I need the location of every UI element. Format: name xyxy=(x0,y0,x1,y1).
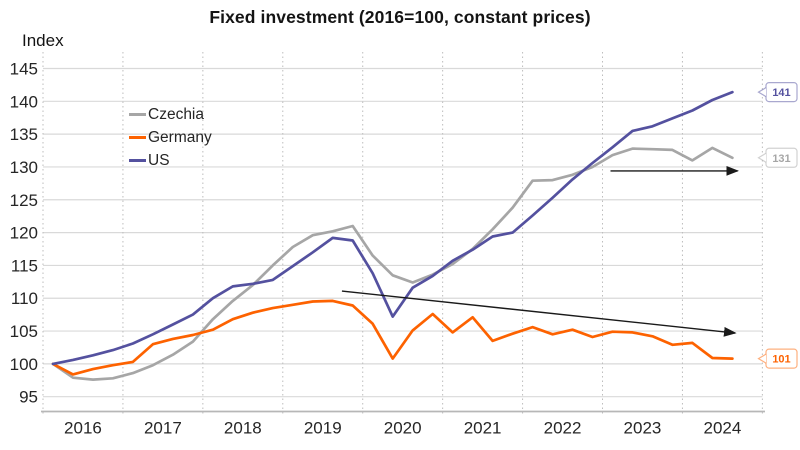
legend-item-czechia: Czechia xyxy=(129,103,212,126)
series-line-germany xyxy=(51,299,734,376)
legend-swatch-czechia xyxy=(129,113,146,116)
x-tick-label: 2021 xyxy=(464,419,502,438)
x-tick-label: 2017 xyxy=(144,419,182,438)
y-tick-label: 105 xyxy=(10,322,38,341)
x-tick-label: 2020 xyxy=(384,419,422,438)
x-tick-label: 2024 xyxy=(703,419,741,438)
end-label-text: 101 xyxy=(772,354,790,366)
chart-legend: Czechia Germany US xyxy=(129,103,212,172)
end-label-germany: 101 xyxy=(757,348,798,369)
legend-swatch-germany xyxy=(129,136,146,139)
x-tick-label: 2019 xyxy=(304,419,342,438)
legend-label: Germany xyxy=(148,128,212,146)
y-tick-label: 140 xyxy=(10,92,38,111)
y-tick-label: 95 xyxy=(19,388,38,407)
end-label-czechia: 131 xyxy=(757,147,798,168)
y-tick-label: 130 xyxy=(10,158,38,177)
y-tick-label: 135 xyxy=(10,125,38,144)
legend-label: US xyxy=(148,151,170,169)
legend-label: Czechia xyxy=(148,105,204,123)
y-tick-label: 100 xyxy=(10,355,38,374)
y-tick-label: 110 xyxy=(11,289,38,308)
y-axis-title: Index xyxy=(22,31,64,50)
y-tick-label: 145 xyxy=(10,60,38,79)
end-label-us: 141 xyxy=(757,82,798,103)
x-tick-label: 2022 xyxy=(544,419,582,438)
legend-item-us: US xyxy=(129,149,212,172)
y-tick-label: 115 xyxy=(11,256,38,275)
legend-item-germany: Germany xyxy=(129,126,212,149)
x-tick-label: 2023 xyxy=(624,419,662,438)
chart-title: Fixed investment (2016=100, constant pri… xyxy=(209,7,591,27)
end-label-text: 131 xyxy=(772,153,790,165)
x-tick-label: 2018 xyxy=(224,419,262,438)
y-tick-label: 125 xyxy=(10,191,38,210)
legend-swatch-us xyxy=(129,159,146,162)
x-tick-label: 2016 xyxy=(64,419,102,438)
end-label-text: 141 xyxy=(772,87,790,99)
series-line-czechia xyxy=(51,146,734,381)
series-line-us xyxy=(51,90,734,366)
y-tick-label: 120 xyxy=(10,224,38,243)
annotation-arrow-1 xyxy=(341,290,737,337)
